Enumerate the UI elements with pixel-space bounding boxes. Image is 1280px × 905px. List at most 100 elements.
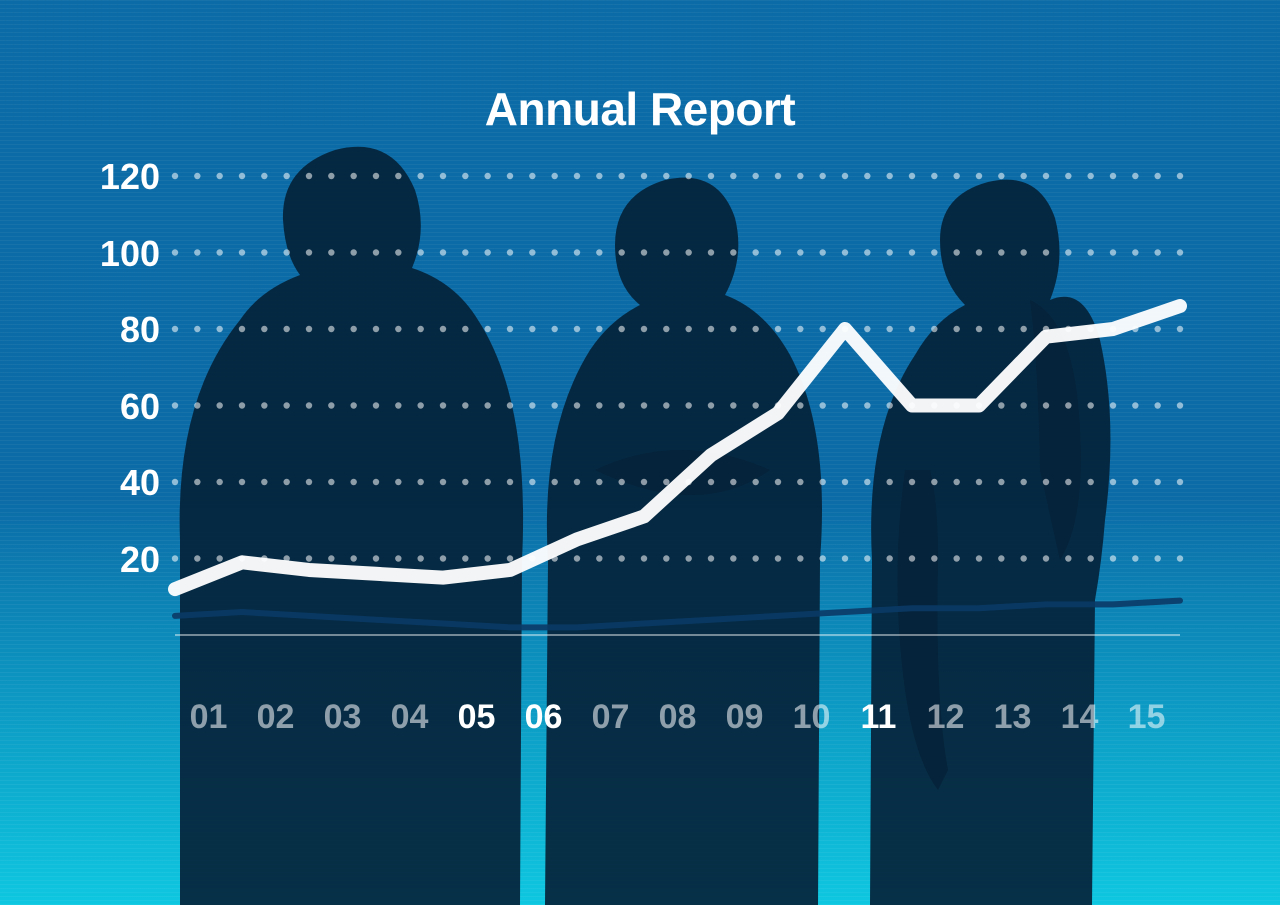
x-tick-02: 02 <box>246 698 306 737</box>
grid-dot <box>886 479 892 485</box>
grid-dot <box>462 173 468 179</box>
grid-dot <box>172 326 178 332</box>
grid-dot <box>194 173 200 179</box>
chart-layer <box>0 0 1280 905</box>
grid-dot <box>1154 479 1160 485</box>
grid-dot <box>1043 173 1049 179</box>
grid-dot <box>1065 555 1071 561</box>
grid-dot <box>886 249 892 255</box>
grid-dot <box>931 249 937 255</box>
grid-dot <box>1020 555 1026 561</box>
grid-dot <box>239 326 245 332</box>
grid-dot <box>797 326 803 332</box>
grid-dot <box>998 249 1004 255</box>
grid-dot <box>529 326 535 332</box>
grid-dot <box>328 326 334 332</box>
grid-dot <box>1065 249 1071 255</box>
grid-dot <box>306 555 312 561</box>
grid-dot <box>797 173 803 179</box>
grid-dot <box>1177 555 1183 561</box>
grid-dot <box>462 326 468 332</box>
grid-dot <box>752 402 758 408</box>
x-tick-12: 12 <box>916 698 976 737</box>
grid-dot <box>953 173 959 179</box>
grid-dot <box>440 479 446 485</box>
grid-dot <box>886 326 892 332</box>
grid-dot <box>373 326 379 332</box>
grid-dot <box>1177 326 1183 332</box>
grid-dot <box>618 479 624 485</box>
grid-dot <box>730 555 736 561</box>
grid-dot <box>239 173 245 179</box>
grid-dot <box>484 479 490 485</box>
grid-dot <box>350 326 356 332</box>
grid-dot <box>685 173 691 179</box>
grid-dot <box>350 555 356 561</box>
grid-dot <box>797 479 803 485</box>
grid-dot <box>484 173 490 179</box>
grid-dot <box>864 326 870 332</box>
grid-dot <box>1177 402 1183 408</box>
y-tick-80: 80 <box>90 309 160 351</box>
grid-dot <box>328 173 334 179</box>
grid-dot <box>440 326 446 332</box>
grid-dot <box>864 402 870 408</box>
grid-dot <box>261 326 267 332</box>
grid-dot <box>417 555 423 561</box>
grid-dot <box>641 479 647 485</box>
grid-dot <box>663 326 669 332</box>
grid-dot <box>596 479 602 485</box>
grid-dot <box>752 249 758 255</box>
grid-dot <box>909 249 915 255</box>
grid-dot <box>529 479 535 485</box>
grid-dot <box>529 402 535 408</box>
grid-dot <box>842 249 848 255</box>
grid-dot <box>730 479 736 485</box>
grid-dot <box>1065 173 1071 179</box>
x-tick-09: 09 <box>715 698 775 737</box>
grid-dot <box>283 173 289 179</box>
grid-dot <box>886 402 892 408</box>
x-tick-05: 05 <box>447 698 507 737</box>
grid-dot <box>551 326 557 332</box>
y-tick-60: 60 <box>90 386 160 428</box>
grid-dot <box>1154 555 1160 561</box>
grid-dot <box>663 402 669 408</box>
grid-dot <box>842 555 848 561</box>
grid-dot <box>998 402 1004 408</box>
grid-dot <box>730 326 736 332</box>
grid-dot <box>172 173 178 179</box>
x-tick-06: 06 <box>514 698 574 737</box>
grid-dot <box>685 402 691 408</box>
grid-dot <box>976 326 982 332</box>
grid-dot <box>306 479 312 485</box>
grid-dot <box>819 326 825 332</box>
grid-dot <box>909 173 915 179</box>
grid-dot <box>775 326 781 332</box>
grid-dot <box>172 479 178 485</box>
x-tick-13: 13 <box>983 698 1043 737</box>
grid-dot <box>373 249 379 255</box>
grid-dot <box>172 402 178 408</box>
grid-dot <box>685 249 691 255</box>
grid-dot <box>172 249 178 255</box>
grid-dot <box>708 249 714 255</box>
grid-dot <box>373 402 379 408</box>
grid-dot <box>864 173 870 179</box>
grid-dot <box>886 173 892 179</box>
grid-dot <box>663 173 669 179</box>
grid-dot <box>953 555 959 561</box>
grid-dot <box>685 326 691 332</box>
grid-dot <box>1132 249 1138 255</box>
grid-dot <box>261 479 267 485</box>
grid-dot <box>440 249 446 255</box>
grid-dot <box>596 173 602 179</box>
grid-dot <box>596 402 602 408</box>
grid-dot <box>194 555 200 561</box>
grid-dot <box>1043 479 1049 485</box>
grid-dot <box>484 555 490 561</box>
grid-dot <box>998 326 1004 332</box>
grid-dot <box>395 249 401 255</box>
grid-dot <box>685 555 691 561</box>
grid-dot <box>239 249 245 255</box>
